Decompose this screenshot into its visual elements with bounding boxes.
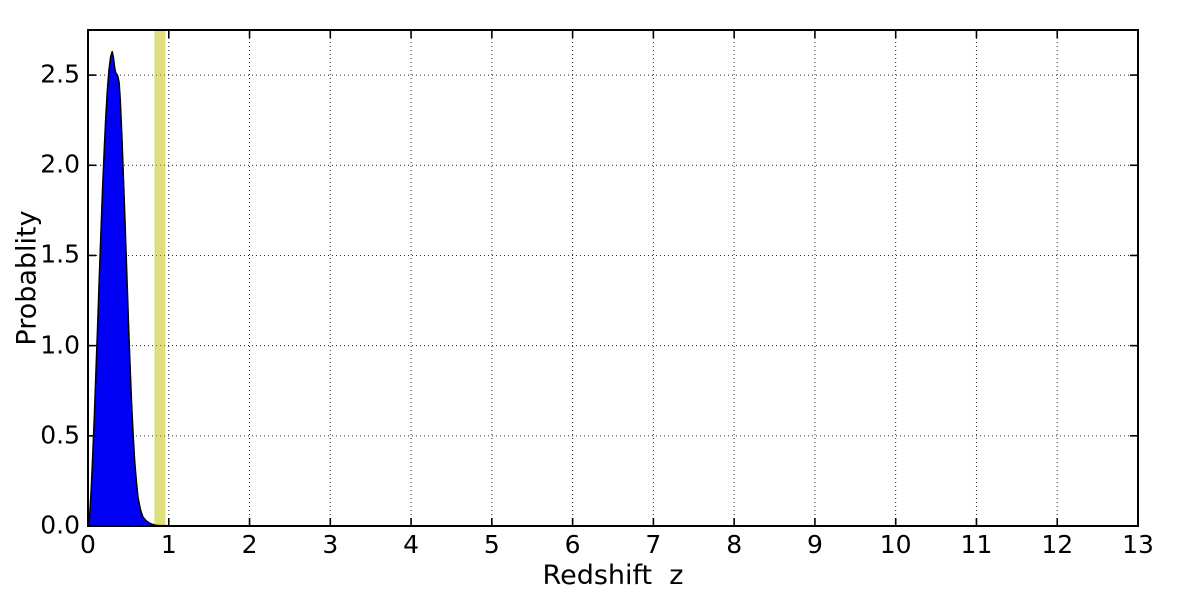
redshift-marker-line xyxy=(154,30,166,526)
axes-frame xyxy=(87,29,1139,527)
pdf-curve xyxy=(87,50,1139,527)
x-axis-label: Redshift z xyxy=(542,560,684,591)
y-axis-label: Probablity xyxy=(11,210,43,346)
